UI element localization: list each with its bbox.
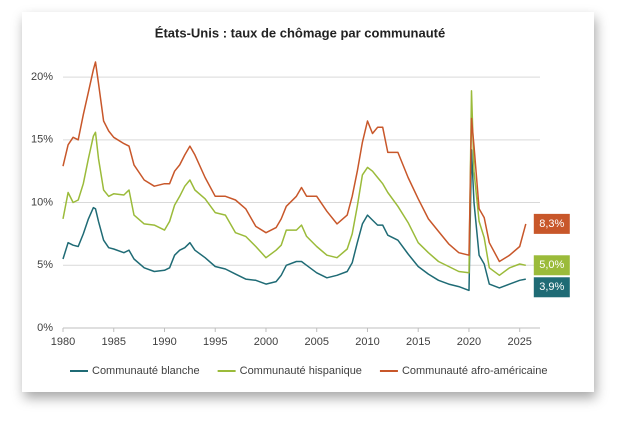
series-line — [62, 90, 526, 277]
end-label-box — [533, 277, 570, 298]
x-tick-label: 2005 — [304, 336, 328, 348]
x-tick-label: 1995 — [203, 336, 227, 348]
x-tick-label: 1980 — [51, 336, 75, 348]
y-tick-label: 15% — [31, 134, 53, 146]
x-tick-label: 2020 — [457, 336, 481, 348]
x-tick-label: 1985 — [102, 336, 126, 348]
legend-label: Communauté blanche — [92, 365, 200, 377]
chart-title: États-Unis : taux de chômage par communa… — [155, 25, 445, 40]
y-tick-label: 20% — [31, 71, 53, 83]
end-label-box — [533, 255, 570, 276]
series-line — [62, 149, 526, 292]
y-tick-label: 0% — [37, 322, 53, 334]
x-tick-label: 1990 — [152, 336, 176, 348]
card — [22, 12, 594, 392]
x-tick-label: 2010 — [355, 336, 379, 348]
y-tick-label: 5% — [37, 259, 53, 271]
end-label: 8,3% — [539, 218, 564, 230]
y-tick-label: 10% — [31, 196, 53, 208]
legend-label: Communauté afro-américaine — [402, 365, 548, 377]
x-tick-label: 2000 — [254, 336, 278, 348]
series-line — [62, 61, 527, 263]
x-tick-label: 2015 — [406, 336, 430, 348]
end-label: 3,9% — [539, 281, 564, 293]
legend-label: Communauté hispanique — [240, 365, 362, 377]
x-tick-label: 2025 — [507, 336, 531, 348]
end-label: 5,0% — [539, 259, 564, 271]
end-label-box — [533, 213, 570, 234]
